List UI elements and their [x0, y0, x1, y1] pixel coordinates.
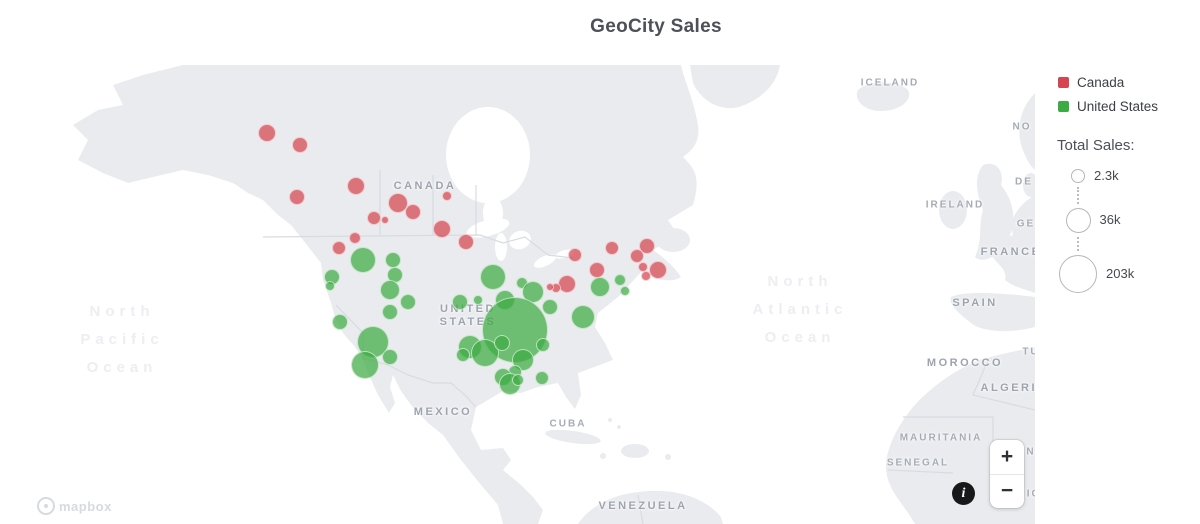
sales-bubble-canada[interactable]: [289, 189, 305, 205]
sales-bubble-united-states[interactable]: [382, 304, 398, 320]
sales-bubble-united-states[interactable]: [614, 274, 626, 286]
sales-bubble-canada[interactable]: [641, 271, 651, 281]
geo-label-venezuela: VENEZUELA: [598, 500, 688, 512]
legend-series: Canada United States: [1058, 70, 1158, 118]
geo-label-ireland: IRELAND: [925, 199, 985, 211]
geo-label-no: NO: [1012, 121, 1032, 133]
sales-bubble-united-states[interactable]: [382, 349, 398, 365]
legend-label: Canada: [1077, 74, 1125, 90]
geo-label-cuba: CUBA: [549, 418, 587, 430]
size-legend-connector: [1077, 236, 1079, 251]
legend-item-united-states[interactable]: United States: [1058, 94, 1158, 118]
geo-label-ig: IG: [1026, 488, 1035, 500]
sales-bubble-canada[interactable]: [367, 211, 381, 225]
sales-bubble-canada[interactable]: [388, 193, 408, 213]
size-legend-value: 36k: [1099, 212, 1121, 227]
sales-bubble-canada[interactable]: [568, 248, 582, 262]
sales-bubble-canada[interactable]: [630, 249, 644, 263]
geo-label-states: STATES: [439, 316, 497, 328]
sales-bubble-canada[interactable]: [638, 262, 648, 272]
sales-bubble-united-states[interactable]: [535, 371, 549, 385]
size-legend-circle: [1065, 207, 1091, 233]
sales-bubble-united-states[interactable]: [385, 252, 401, 268]
zoom-controls: + −: [990, 440, 1024, 508]
sales-bubble-canada[interactable]: [546, 283, 554, 291]
sales-bubble-canada[interactable]: [589, 262, 605, 278]
sales-bubble-united-states[interactable]: [400, 294, 416, 310]
sales-bubble-united-states[interactable]: [590, 277, 610, 297]
sales-bubble-united-states[interactable]: [452, 294, 468, 310]
sales-bubble-united-states[interactable]: [512, 374, 524, 386]
attribution-info-button[interactable]: i: [952, 482, 975, 505]
sales-bubble-united-states[interactable]: [542, 299, 558, 315]
geo-label-tu: TU: [1022, 346, 1035, 358]
size-legend: 2.3k 36k 203k: [1040, 160, 1198, 310]
size-legend-title: Total Sales:: [1057, 137, 1135, 154]
geo-label-n: N: [1026, 446, 1035, 458]
chart-title: GeoCity Sales: [590, 16, 722, 37]
mapbox-wordmark: mapbox: [59, 498, 112, 514]
sales-bubble-united-states[interactable]: [350, 247, 376, 273]
mapbox-icon: [37, 497, 55, 515]
sales-bubble-canada[interactable]: [292, 137, 308, 153]
sales-bubble-canada[interactable]: [349, 232, 361, 244]
map-canvas[interactable]: North Pacific Ocean North Atlantic Ocean CANA…: [33, 65, 1035, 524]
sales-bubble-canada[interactable]: [639, 238, 655, 254]
sales-bubble-united-states[interactable]: [494, 335, 510, 351]
zoom-in-button[interactable]: +: [1000, 444, 1014, 468]
geo-label-morocco: MOROCCO: [926, 357, 1004, 369]
geo-label-iceland: ICELAND: [860, 77, 920, 89]
geo-label-ge: GE: [1016, 218, 1035, 230]
sales-bubble-united-states[interactable]: [456, 348, 470, 362]
sales-bubble-united-states[interactable]: [571, 305, 595, 329]
sales-bubble-canada[interactable]: [442, 191, 452, 201]
sales-bubble-canada[interactable]: [381, 216, 389, 224]
sales-bubble-canada[interactable]: [605, 241, 619, 255]
zoom-out-button[interactable]: −: [1000, 479, 1014, 503]
geo-label-mexico: MEXICO: [413, 406, 473, 418]
mapbox-logo[interactable]: mapbox: [37, 497, 112, 515]
legend-swatch: [1058, 76, 1069, 88]
geo-label-mauritania: MAURITANIA: [899, 432, 983, 444]
sales-bubble-united-states[interactable]: [380, 280, 400, 300]
geo-label-canada: CANADA: [393, 180, 457, 192]
size-legend-circle: [1071, 169, 1085, 183]
sales-bubble-united-states[interactable]: [332, 314, 348, 330]
legend-item-canada[interactable]: Canada: [1058, 70, 1158, 94]
sales-bubble-canada[interactable]: [433, 220, 451, 238]
size-legend-connector: [1077, 187, 1079, 204]
sales-bubble-canada[interactable]: [332, 241, 346, 255]
size-legend-circle: [1059, 255, 1097, 293]
sales-bubble-united-states[interactable]: [480, 264, 506, 290]
geo-label-france: FRANCE: [980, 246, 1035, 258]
geo-label-algeria: ALGERIA: [980, 382, 1036, 394]
sales-bubble-canada[interactable]: [405, 204, 421, 220]
geo-label-senegal: SENEGAL: [886, 457, 950, 469]
legend-swatch: [1058, 100, 1069, 112]
sales-bubble-canada[interactable]: [558, 275, 576, 293]
size-legend-value: 2.3k: [1094, 168, 1119, 183]
sales-bubble-canada[interactable]: [458, 234, 474, 250]
geo-label-de: DE: [1015, 176, 1033, 188]
sales-bubble-united-states[interactable]: [620, 286, 630, 296]
sales-bubble-united-states[interactable]: [536, 338, 550, 352]
legend-label: United States: [1077, 98, 1159, 114]
ocean-label-north-atlantic-ocean: North Atlantic Ocean: [752, 273, 848, 346]
sales-bubble-canada[interactable]: [258, 124, 276, 142]
size-legend-value: 203k: [1106, 266, 1135, 281]
sales-bubble-canada[interactable]: [347, 177, 365, 195]
sales-bubble-canada[interactable]: [649, 261, 667, 279]
geo-label-spain: SPAIN: [952, 297, 998, 309]
sales-bubble-united-states[interactable]: [351, 351, 379, 379]
ocean-label-north-pacific-ocean: North Pacific Ocean: [80, 303, 164, 376]
sales-bubble-united-states[interactable]: [325, 281, 335, 291]
sales-bubble-united-states[interactable]: [473, 295, 483, 305]
zoom-divider: [990, 473, 1024, 475]
info-icon: i: [961, 485, 966, 501]
